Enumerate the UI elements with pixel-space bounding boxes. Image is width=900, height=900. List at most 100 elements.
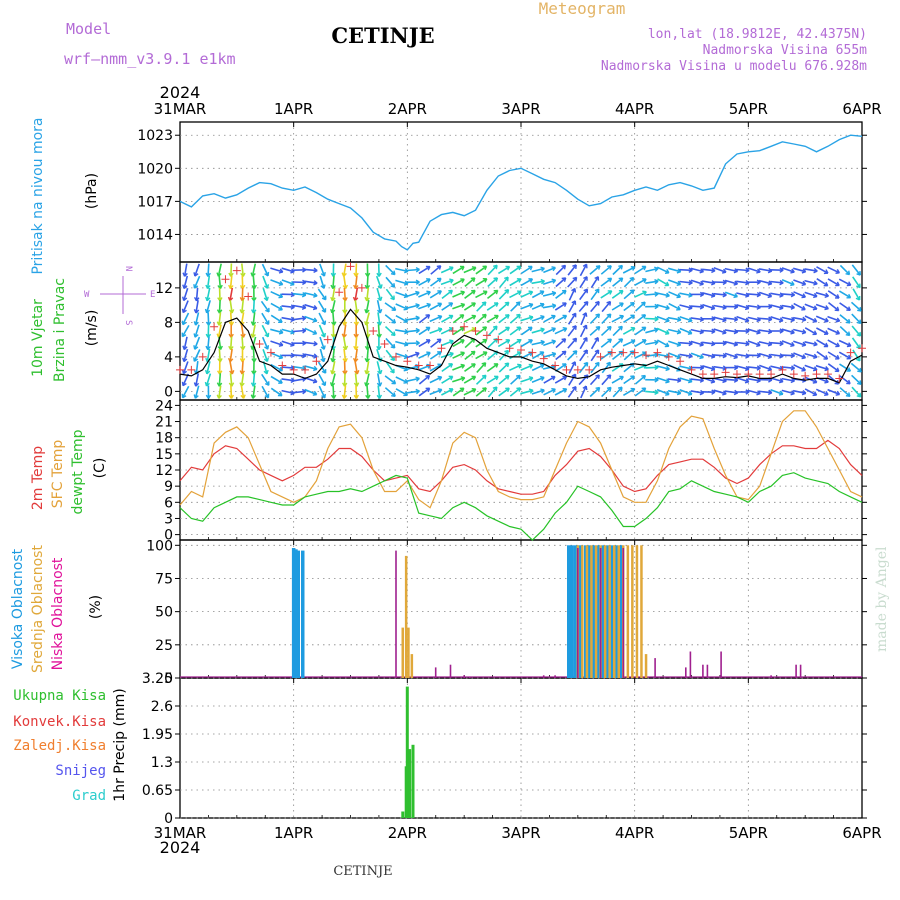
- cloud-bar: [542, 675, 545, 678]
- clouds-ytick-label: 50: [155, 605, 173, 621]
- wind-arrow: [487, 289, 499, 300]
- wind-arrow-head: [527, 326, 533, 332]
- wind-arrow-head: [459, 326, 465, 332]
- wind-arrow-head: [376, 321, 383, 326]
- wind-arrow: [229, 373, 233, 387]
- wind-arrow: [343, 324, 347, 338]
- wind-arrow: [724, 329, 738, 333]
- wind-arrow-head: [595, 313, 601, 319]
- wind-arrow-head: [654, 316, 659, 322]
- wind-arrow: [241, 361, 244, 375]
- wind-arrow-head: [711, 267, 716, 274]
- wind-arrow: [781, 293, 795, 296]
- wind-arrow: [804, 388, 817, 396]
- wind-arrow: [384, 302, 397, 311]
- wind-arrow: [376, 287, 382, 301]
- wind-arrow: [690, 279, 704, 285]
- wind-arrow-head: [835, 329, 841, 335]
- wind-arrow-head: [540, 315, 545, 321]
- wind-arrow: [499, 350, 509, 361]
- wind-arrow: [377, 385, 381, 399]
- wind-arrow: [509, 290, 522, 299]
- model-label: Model: [66, 20, 111, 38]
- wind-arrow: [850, 362, 862, 373]
- wind-arrow-head: [250, 333, 256, 338]
- wind-arrow-head: [745, 340, 750, 347]
- wind-arrow: [668, 340, 681, 346]
- wind-arrow-head: [856, 331, 862, 337]
- wind-arrow-head: [278, 341, 284, 347]
- wind-arrow-head: [562, 314, 568, 320]
- precip-bar: [401, 811, 405, 818]
- wind-arrow-head: [391, 318, 396, 324]
- wind-arrow: [318, 300, 327, 313]
- wind-gust-marker: [414, 361, 423, 370]
- cloud-bar: [463, 675, 465, 678]
- wind-arrow-head: [606, 361, 611, 367]
- wind-arrow: [418, 265, 431, 275]
- wind-arrow-head: [595, 374, 600, 380]
- cloud-bar: [573, 545, 578, 678]
- wind-gust-marker: [369, 327, 378, 335]
- wind-arrow: [418, 291, 431, 298]
- wind-arrow: [181, 324, 190, 338]
- wind-arrow-head: [250, 321, 257, 326]
- wind-arrow: [839, 363, 851, 372]
- wind-arrow-head: [779, 304, 784, 311]
- wind-arrow: [281, 340, 295, 346]
- pressure-series-line: [179, 134, 863, 251]
- wind-arrow: [667, 378, 681, 382]
- dewpt-ylabel: dewpt Temp: [70, 429, 86, 514]
- wind-arrow-head: [756, 341, 761, 347]
- wind-arrow-head: [301, 304, 307, 310]
- wind-arrow: [406, 304, 420, 309]
- wind-arrow: [406, 291, 420, 298]
- wind-arrow-head: [330, 394, 337, 399]
- wind-arrow: [230, 385, 233, 399]
- wind-arrow: [195, 287, 199, 301]
- wind-arrow: [252, 348, 255, 362]
- wind-arrow: [252, 300, 255, 314]
- wind-arrow-head: [594, 361, 600, 367]
- wind-arrow: [622, 266, 636, 274]
- wind-arrow: [463, 388, 477, 396]
- wind-arrow: [183, 336, 188, 350]
- wind-arrow-head: [354, 370, 360, 375]
- wind-arrow: [304, 353, 318, 358]
- wind-gust-marker: [176, 365, 184, 374]
- wind-arrow-head: [551, 327, 556, 333]
- wind-arrow: [601, 301, 612, 313]
- clouds-ytick-label: 0: [164, 671, 173, 687]
- wind-arrow: [724, 291, 738, 298]
- wind-arrow: [475, 374, 487, 385]
- wind-arrow-head: [312, 317, 318, 323]
- wind-arrow: [612, 277, 624, 287]
- wind-arrow: [520, 303, 534, 310]
- wind-arrow: [498, 362, 510, 373]
- wind-arrow-head: [376, 394, 383, 399]
- wind-arrow-head: [228, 309, 235, 314]
- wind-arrow: [475, 326, 487, 336]
- wind-arrow-head: [313, 267, 318, 274]
- wind-arrow: [520, 290, 533, 298]
- wind-arrow-head: [376, 308, 383, 314]
- wind-arrow: [520, 316, 534, 322]
- wind-arrow: [366, 348, 369, 362]
- x-label-bottom: 5APR: [729, 824, 768, 842]
- wind-arrow: [758, 341, 772, 346]
- wind-arrow: [622, 388, 636, 396]
- wind-arrow-head: [687, 329, 693, 335]
- wind-arrow-head: [426, 302, 432, 308]
- x-label-bottom: 1APR: [274, 824, 313, 842]
- wind-unit: (m/s): [84, 310, 100, 347]
- wind-arrow: [770, 341, 784, 345]
- wind-arrow: [667, 389, 681, 395]
- wind-arrow-head: [205, 272, 211, 277]
- wind-arrow-head: [711, 389, 716, 395]
- wind-arrow: [542, 279, 556, 285]
- wind-arrow-head: [688, 279, 693, 286]
- wind-arrow-head: [330, 284, 336, 290]
- wind-gust-marker: [437, 344, 446, 353]
- wind-arrow: [206, 275, 211, 289]
- wind-arrow: [183, 275, 189, 289]
